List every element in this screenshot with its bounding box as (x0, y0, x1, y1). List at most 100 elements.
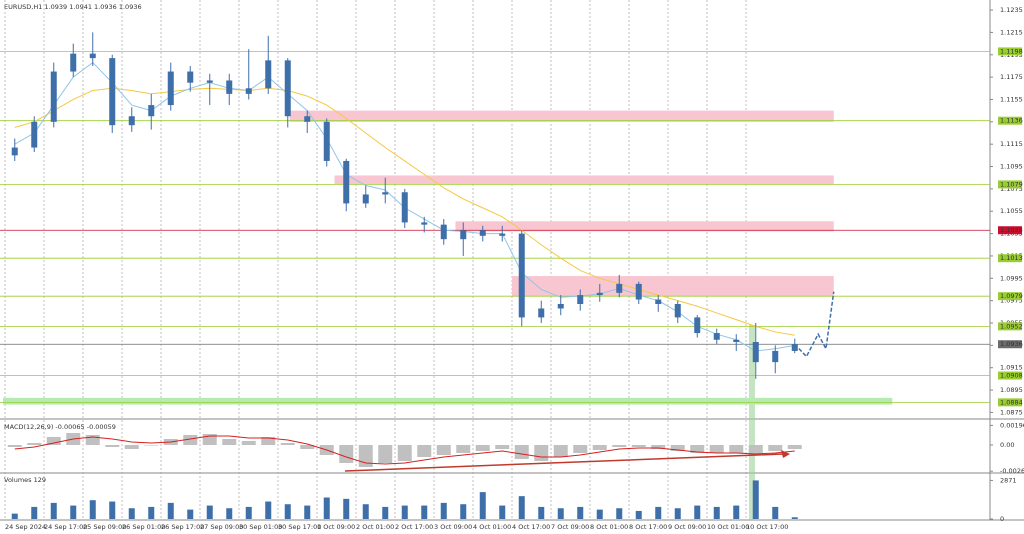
x-tick-label: 24 Sep 17:00 (44, 523, 87, 531)
x-tick-label: 26 Sep 17:00 (161, 523, 204, 531)
macd-bar (729, 445, 744, 453)
candle-body (226, 80, 233, 94)
level-label-box (998, 371, 1022, 380)
moving-average (14, 87, 795, 336)
volume-bar (343, 498, 350, 519)
candle-body (460, 230, 467, 240)
candle-body (206, 80, 213, 83)
x-tick-label: 30 Sep 17:00 (278, 523, 321, 531)
level-label-box (998, 398, 1022, 407)
candle-body (674, 304, 681, 318)
macd-bar (553, 445, 568, 457)
volume-bar (304, 505, 311, 519)
macd-bar (339, 445, 354, 463)
volume-bar (635, 510, 642, 519)
macd-bar (651, 445, 666, 449)
volume-bar (674, 508, 681, 519)
y-tick-label: 1.1115 (1000, 140, 1023, 148)
forecast-line (794, 291, 835, 358)
volume-bar (440, 502, 447, 519)
volume-bar (89, 500, 96, 519)
y-tick-label: 1.1075 (1000, 185, 1023, 193)
candle-body (362, 194, 369, 204)
volume-bar (148, 506, 155, 519)
y-tick-label: 1.1095 (1000, 163, 1023, 171)
volume-bar (577, 506, 584, 519)
y-tick-label: 1.1235 (1000, 6, 1023, 14)
x-tick-label: 8 Oct 17:00 (629, 523, 667, 531)
volume-bar (50, 502, 57, 519)
macd-bar (690, 445, 705, 453)
candle-body (304, 116, 311, 122)
volume-bar (616, 508, 623, 519)
candle-body (616, 283, 623, 293)
y-tick-label: 1.0915 (1000, 364, 1023, 372)
y-tick-label: 1.0895 (1000, 386, 1023, 394)
zone (3, 397, 893, 405)
macd-bar (378, 445, 393, 463)
candle-body (245, 88, 252, 94)
y-tick-label: 1.1175 (1000, 73, 1023, 81)
x-tick-label: 10 Oct 17:00 (746, 523, 788, 531)
candle-body (167, 71, 174, 106)
y-tick-label: 1.1055 (1000, 207, 1023, 215)
y-tick-label: 1.0875 (1000, 408, 1023, 416)
y-tick-label: 0.00 (1000, 441, 1014, 449)
level-label: 1.0908 (1000, 372, 1023, 380)
volume-bar (382, 506, 389, 519)
macd-bar (222, 439, 237, 445)
volume-bar (265, 501, 272, 519)
macd-bar (183, 435, 198, 445)
macd-bar (748, 445, 763, 455)
candle-body (694, 317, 701, 334)
candle-body (148, 105, 155, 117)
level-label-box (998, 180, 1022, 189)
candle-body (479, 230, 486, 236)
volume-bar (245, 506, 252, 519)
chart-title: EURUSD,H1 1.0939 1.0941 1.0936 1.0936 (4, 3, 142, 11)
candle-body (187, 71, 194, 83)
candle-body (109, 58, 116, 126)
y-tick-label: 0 (1000, 515, 1004, 523)
volume-bar (187, 509, 194, 519)
candle-body (538, 308, 545, 318)
trend-arrow (344, 453, 784, 472)
macd-bar (631, 445, 646, 447)
y-tick-label: -0.00262 (1000, 467, 1024, 475)
candle-body (557, 304, 564, 309)
arrow-head (781, 450, 790, 458)
macd-bar (787, 445, 802, 449)
volume-bar (596, 509, 603, 519)
level-label: 1.0936 (1000, 340, 1023, 348)
x-tick-label: 7 Oct 09:00 (551, 523, 589, 531)
candle-body (89, 53, 96, 59)
highlight-band (749, 325, 755, 520)
y-tick-label: 1.0975 (1000, 297, 1023, 305)
candle-body (577, 295, 584, 304)
candle-body (791, 344, 798, 351)
y-tick-label: 0.00196 (1000, 421, 1024, 429)
zone (289, 110, 834, 122)
x-tick-label: 2 Oct 17:00 (395, 523, 433, 531)
level-label: 1.1136 (1000, 117, 1023, 125)
macd-bar (709, 445, 724, 453)
volume-bar (499, 505, 506, 519)
volume-bar (557, 508, 564, 519)
volume-bar (128, 508, 135, 519)
candle-body (343, 160, 350, 204)
y-tick-label: 1.0995 (1000, 274, 1023, 282)
volume-bar (206, 505, 213, 519)
x-tick-label: 25 Sep 09:00 (83, 523, 126, 531)
candle-body (50, 71, 57, 122)
x-tick-label: 27 Sep 09:00 (200, 523, 243, 531)
level-label-box (998, 226, 1022, 235)
level-label-box (998, 254, 1022, 263)
candle-body (499, 233, 506, 236)
x-tick-label: 10 Oct 01:00 (707, 523, 749, 531)
level-label-box (998, 322, 1022, 331)
volume-bar (31, 506, 38, 519)
macd-bar (241, 441, 256, 445)
x-tick-label: 4 Oct 17:00 (512, 523, 550, 531)
candle-body (70, 53, 77, 72)
